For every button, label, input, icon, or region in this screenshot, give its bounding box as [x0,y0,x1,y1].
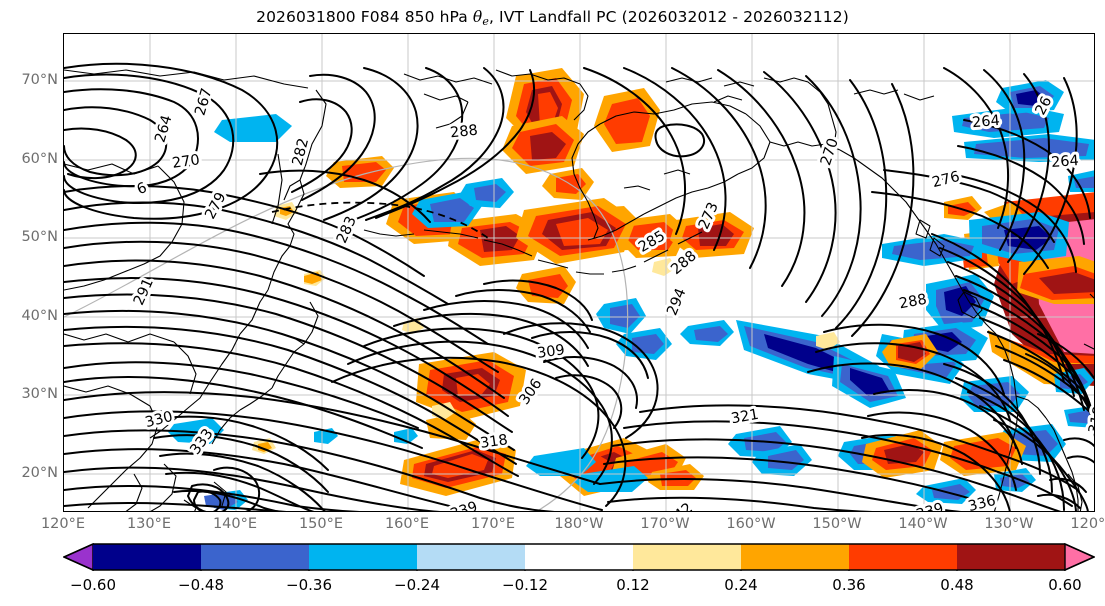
colorbar-band [525,544,634,570]
colorbar-band [417,544,526,570]
colorbar-tick-label: −0.36 [286,576,332,594]
x-tick-label: 150°E [298,516,344,532]
x-tick-label: 120°W [1070,516,1105,532]
x-tick-label: 160°W [726,516,776,532]
colorbar-extend-max [1064,543,1095,571]
colorbar-band [849,544,958,570]
colorbar-extend-min [63,543,94,571]
colorbar-tick-label: 0.12 [616,576,650,594]
dashed-contour [271,201,489,239]
x-tick-label: 170°E [470,516,516,532]
x-tick-label: 140°W [898,516,948,532]
y-tick-label: 70°N [21,72,58,89]
x-tick-label: 130°E [126,516,172,532]
colorbar-tick-label: −0.24 [394,576,440,594]
y-tick-label: 40°N [21,307,58,324]
colorbar-svg [63,543,1095,571]
title-theta-subscript: e [482,15,489,29]
x-tick-label: 160°E [384,516,430,532]
x-tick-label: 180°W [554,516,604,532]
title-suffix: , IVT Landfall PC (2026032012 - 20260321… [488,8,849,26]
map-plot-area[interactable]: 264 264 267 267 270 270 6 6 279 279 282 282 288 288 29… [63,33,1095,512]
colorbar-band [957,544,1066,570]
colorbar-band [309,544,418,570]
title-prefix: 2026031800 F084 850 hPa [256,8,473,26]
y-tick-label: 20°N [21,464,58,481]
y-tick-label: 30°N [21,386,58,403]
colorbar-tick-label: 0.36 [832,576,866,594]
title-theta-symbol: θ [472,8,483,26]
x-tick-label: 120°E [40,516,86,532]
colorbar-tick-label: −0.12 [502,576,548,594]
colorbar-band [741,544,850,570]
colorbar-tick-label: −0.48 [178,576,224,594]
y-tick-label: 50°N [21,229,58,246]
colorbar-band [633,544,742,570]
x-tick-label: 140°E [212,516,258,532]
coastlines [64,69,1094,511]
colorbar[interactable] [63,543,1095,571]
colorbar-tick-label: 0.24 [724,576,758,594]
colorbar-band [93,544,202,570]
x-tick-label: 130°W [984,516,1034,532]
colorbar-swatches [63,543,1095,571]
colorbar-tick-label: −0.60 [70,576,116,594]
map-svg [64,34,1094,511]
colorbar-tick-label: 0.48 [940,576,974,594]
theta-e-contours [64,62,1094,511]
colorbar-band [201,544,310,570]
shaded-anomaly-field [168,68,1094,510]
y-tick-label: 60°N [21,150,58,167]
x-tick-label: 150°W [812,516,862,532]
colorbar-tick-label: 0.60 [1048,576,1082,594]
page-title: 2026031800 F084 850 hPa θe, IVT Landfall… [0,8,1105,28]
x-tick-label: 170°W [640,516,690,532]
